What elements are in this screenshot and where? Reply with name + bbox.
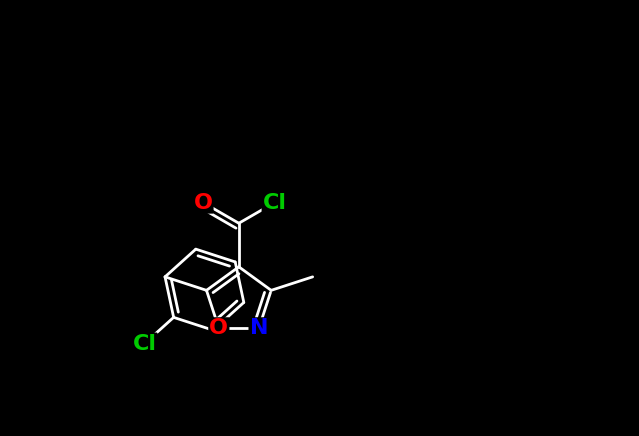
Text: O: O [210,318,228,338]
Text: Cl: Cl [132,334,157,354]
Text: N: N [250,318,268,338]
Text: Cl: Cl [263,193,287,212]
Text: O: O [194,193,213,212]
